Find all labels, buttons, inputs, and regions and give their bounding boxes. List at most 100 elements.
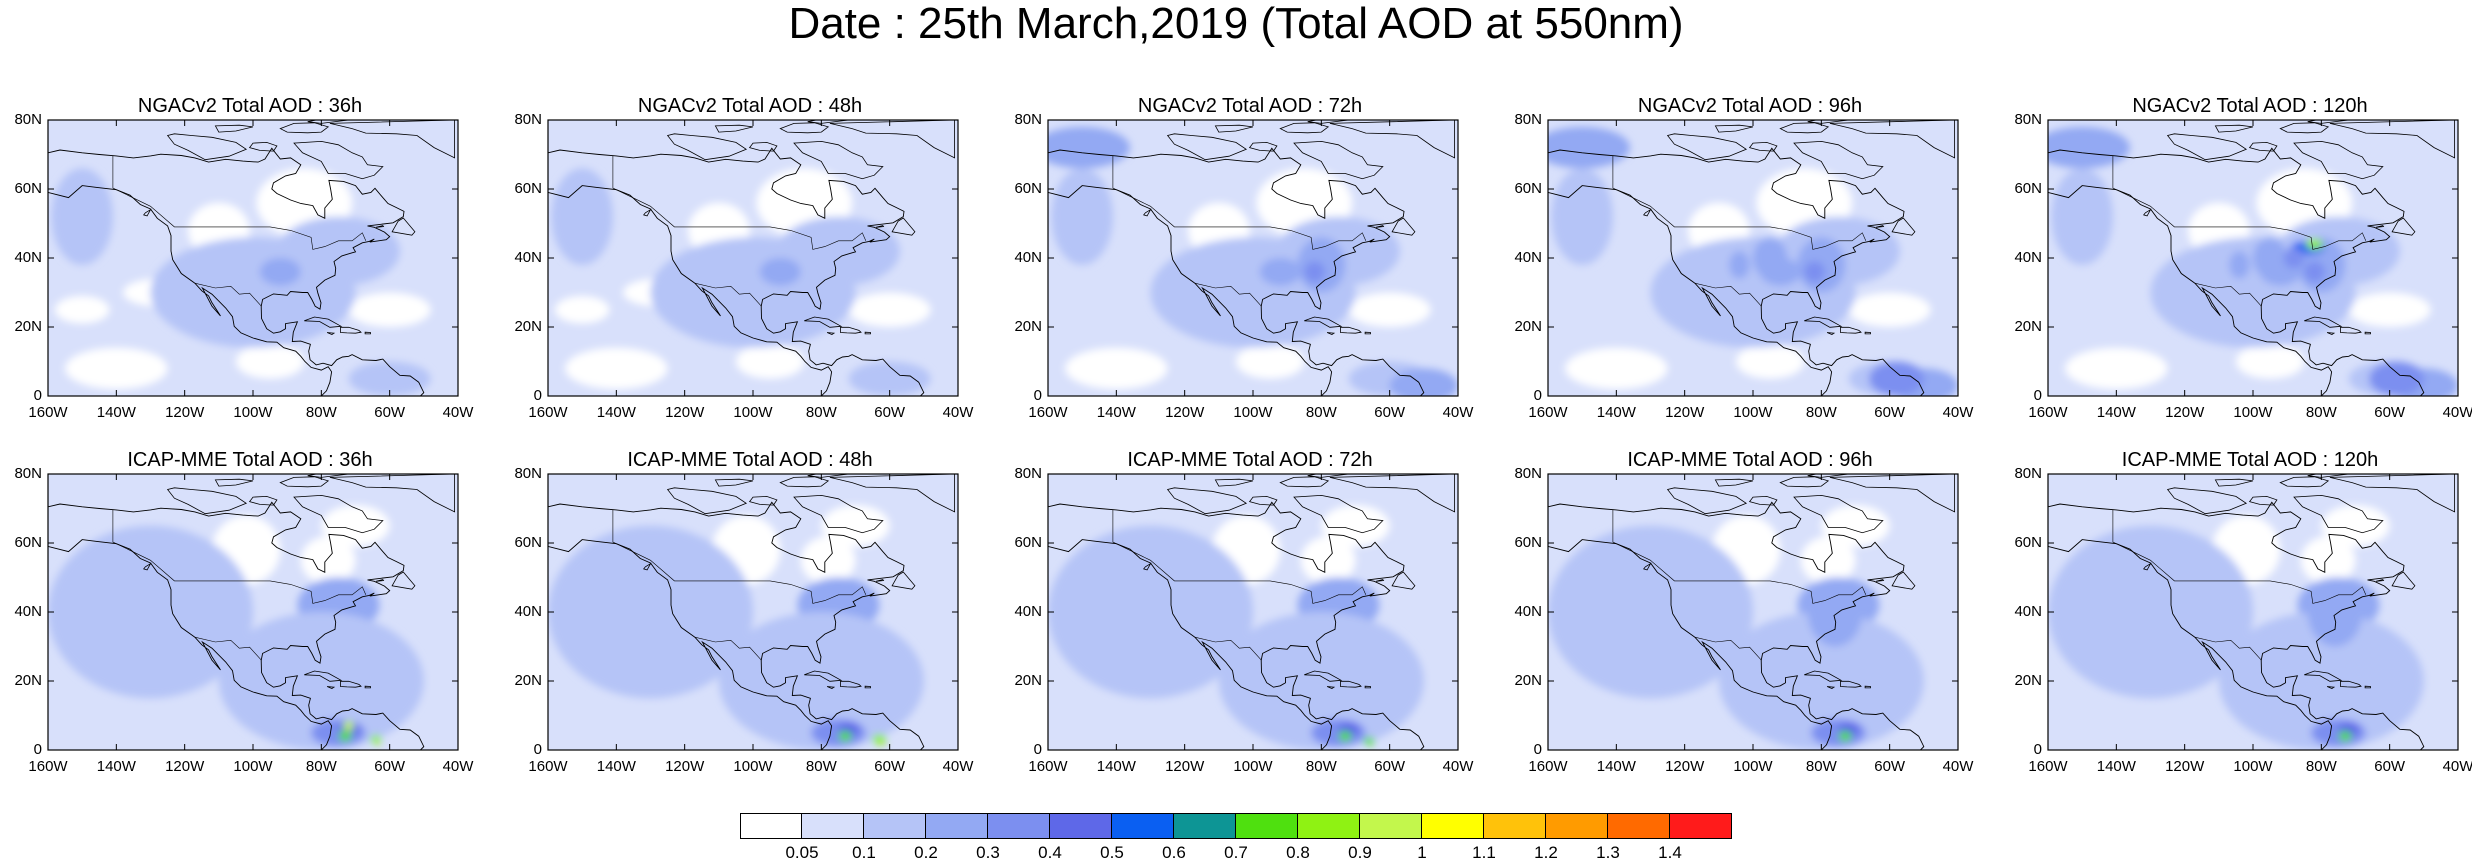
lon-tick-label: 60W <box>1374 758 1406 775</box>
island-coastline <box>793 494 884 534</box>
lon-tick-label: 60W <box>1374 404 1406 421</box>
aod-plume <box>218 612 424 750</box>
aod-plume <box>370 735 382 745</box>
map-panel: NGACv2 Total AOD : 36h 80N 60N 40N 20N 0 160W 1… <box>0 95 473 446</box>
lon-tick-label: 40W <box>1942 404 1974 421</box>
low-aod-patch <box>1800 536 1856 585</box>
island-coastline <box>326 332 336 336</box>
island-coastline <box>214 478 254 487</box>
aod-plume <box>848 361 931 396</box>
lon-tick-label: 40W <box>2442 758 2472 775</box>
country-border <box>1694 282 1762 307</box>
colorbar-label: 0.5 <box>1100 843 1124 862</box>
country-border <box>2194 282 2262 307</box>
low-aod-patch <box>2235 344 2305 379</box>
lon-tick-label: 160W <box>1028 404 1068 421</box>
aod-colorbar: 0.05 0.1 0.2 0.3 0.4 0.5 0.6 0.7 0.8 0.9 1 1.1 1.2 1.… <box>740 813 1732 862</box>
island-coastline <box>1391 571 1416 590</box>
colorbar-swatch <box>1298 813 1360 839</box>
island-coastline <box>1375 225 1385 228</box>
island-coastline <box>2166 133 2248 161</box>
aod-plume <box>1048 525 1253 699</box>
island-coastline <box>1864 331 1871 335</box>
aod-plume <box>1551 168 1613 265</box>
low-aod-patch <box>554 295 610 324</box>
aod-plume <box>1051 168 1113 265</box>
country-border <box>1194 282 1262 307</box>
low-aod-patch <box>2348 292 2431 327</box>
lat-tick-label: 20N <box>14 318 42 335</box>
island-coastline <box>1143 208 1152 217</box>
lon-tick-label: 140W <box>2096 758 2136 775</box>
aod-plume <box>718 612 924 750</box>
panel-title: NGACv2 Total AOD : 36h <box>137 95 363 117</box>
lat-tick-label: 20N <box>1014 318 1042 335</box>
aod-plume <box>2311 718 2366 747</box>
island-coastline <box>1143 562 1152 571</box>
lat-tick-label: 80N <box>14 465 42 482</box>
island-coastline <box>807 474 849 478</box>
island-coastline <box>829 474 955 513</box>
aod-plume <box>1753 237 1788 279</box>
island-coastline <box>840 326 862 334</box>
island-coastline <box>1166 133 1248 161</box>
map-panel: NGACv2 Total AOD : 120h 80N 60N 40N 20N 0 160W… <box>2000 95 2472 446</box>
aod-map <box>2047 119 2459 397</box>
island-coastline <box>1891 217 1916 236</box>
lat-tick-label: 40N <box>2014 249 2042 266</box>
coastline <box>2048 147 2425 396</box>
aod-map <box>1547 119 1959 397</box>
lon-tick-label: 100W <box>233 758 273 775</box>
island-coastline <box>2364 685 2371 689</box>
island-coastline <box>2307 120 2349 124</box>
island-coastline <box>804 316 843 328</box>
aod-plume <box>1548 525 1753 699</box>
island-coastline <box>643 562 652 571</box>
island-coastline <box>1826 686 1836 690</box>
island-coastline <box>1840 680 1862 688</box>
lon-tick-label: 100W <box>2233 758 2273 775</box>
lon-tick-label: 140W <box>96 404 136 421</box>
aod-map <box>47 473 459 751</box>
island-coastline <box>293 140 384 180</box>
lat-tick-label: 60N <box>1014 180 1042 197</box>
aod-plume <box>548 525 753 699</box>
aod-plume <box>2218 612 2424 750</box>
island-coastline <box>340 326 362 334</box>
colorbar-swatch <box>740 813 802 839</box>
lon-tick-label: 160W <box>528 758 568 775</box>
lat-tick-label: 80N <box>2014 465 2042 482</box>
lat-tick-label: 60N <box>14 534 42 551</box>
lat-tick-label: 40N <box>14 603 42 620</box>
country-border <box>1694 636 1762 661</box>
island-coastline <box>714 124 754 133</box>
lon-tick-label: 140W <box>1096 758 1136 775</box>
lon-tick-label: 80W <box>805 404 837 421</box>
lon-tick-label: 140W <box>96 758 136 775</box>
lat-tick-label: 60N <box>1514 534 1542 551</box>
island-coastline <box>1804 670 1843 682</box>
panel-title: ICAP-MME Total AOD : 48h <box>627 449 873 471</box>
lon-tick-label: 100W <box>1233 758 1273 775</box>
lat-tick-label: 20N <box>1514 672 1542 689</box>
aod-plume <box>259 258 301 286</box>
lat-tick-label: 80N <box>1014 465 1042 482</box>
aod-map <box>1047 473 1459 751</box>
island-coastline <box>1214 478 1254 487</box>
low-aod-patch <box>1565 347 1668 390</box>
lon-tick-label: 120W <box>2165 404 2205 421</box>
island-coastline <box>1875 579 1885 582</box>
low-aod-patch <box>65 347 168 390</box>
aod-plume <box>1807 577 1863 647</box>
island-coastline <box>1293 140 1384 180</box>
island-coastline <box>307 120 349 124</box>
low-aod-patch <box>321 505 390 547</box>
aod-plume <box>1718 612 1924 750</box>
island-coastline <box>1304 670 1343 682</box>
aod-plume <box>1869 361 1924 396</box>
island-coastline <box>1329 120 1455 159</box>
country-border <box>612 155 867 250</box>
aod-plume <box>1363 737 1375 746</box>
aod-plume <box>1339 731 1352 742</box>
aod-plume <box>2283 247 2305 269</box>
